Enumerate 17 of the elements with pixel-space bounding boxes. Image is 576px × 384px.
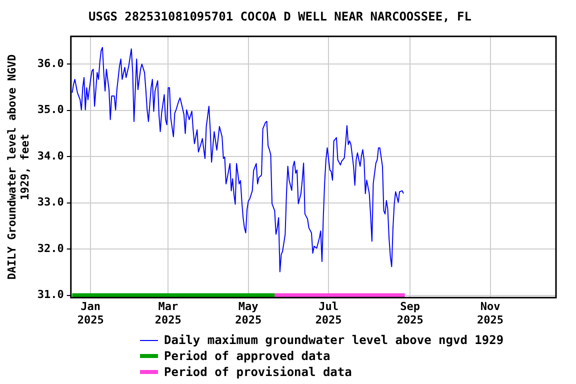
legend-label: Daily maximum groundwater level above ngvd 1929 [164,333,504,347]
x-tick-label: Jul 2025 [315,300,342,326]
y-tick-label: 32.0 [37,242,64,255]
x-tick-label: May 2025 [235,300,262,326]
y-tick-label: 34.0 [37,149,64,162]
x-tick-label: Jan 2025 [77,300,104,326]
legend-label: Period of provisional data [164,365,352,379]
y-axis-title: DAILY Groundwater level above NGVD 1929, feet [5,54,32,280]
x-tick-label: Nov 2025 [477,300,504,326]
chart-title: USGS 282531081095701 COCOA D WELL NEAR NARCOOSSEE, FL [88,9,472,24]
y-tick-label: 31.0 [37,288,64,302]
y-tick-label: 33.0 [37,196,64,209]
x-tick-label: Mar 2025 [154,300,182,326]
y-tick-label: 35.0 [37,103,64,116]
legend-label: Period of approved data [164,349,330,363]
x-tick-label: Sep 2025 [396,300,424,326]
y-tick-label: 36.0 [37,56,64,70]
